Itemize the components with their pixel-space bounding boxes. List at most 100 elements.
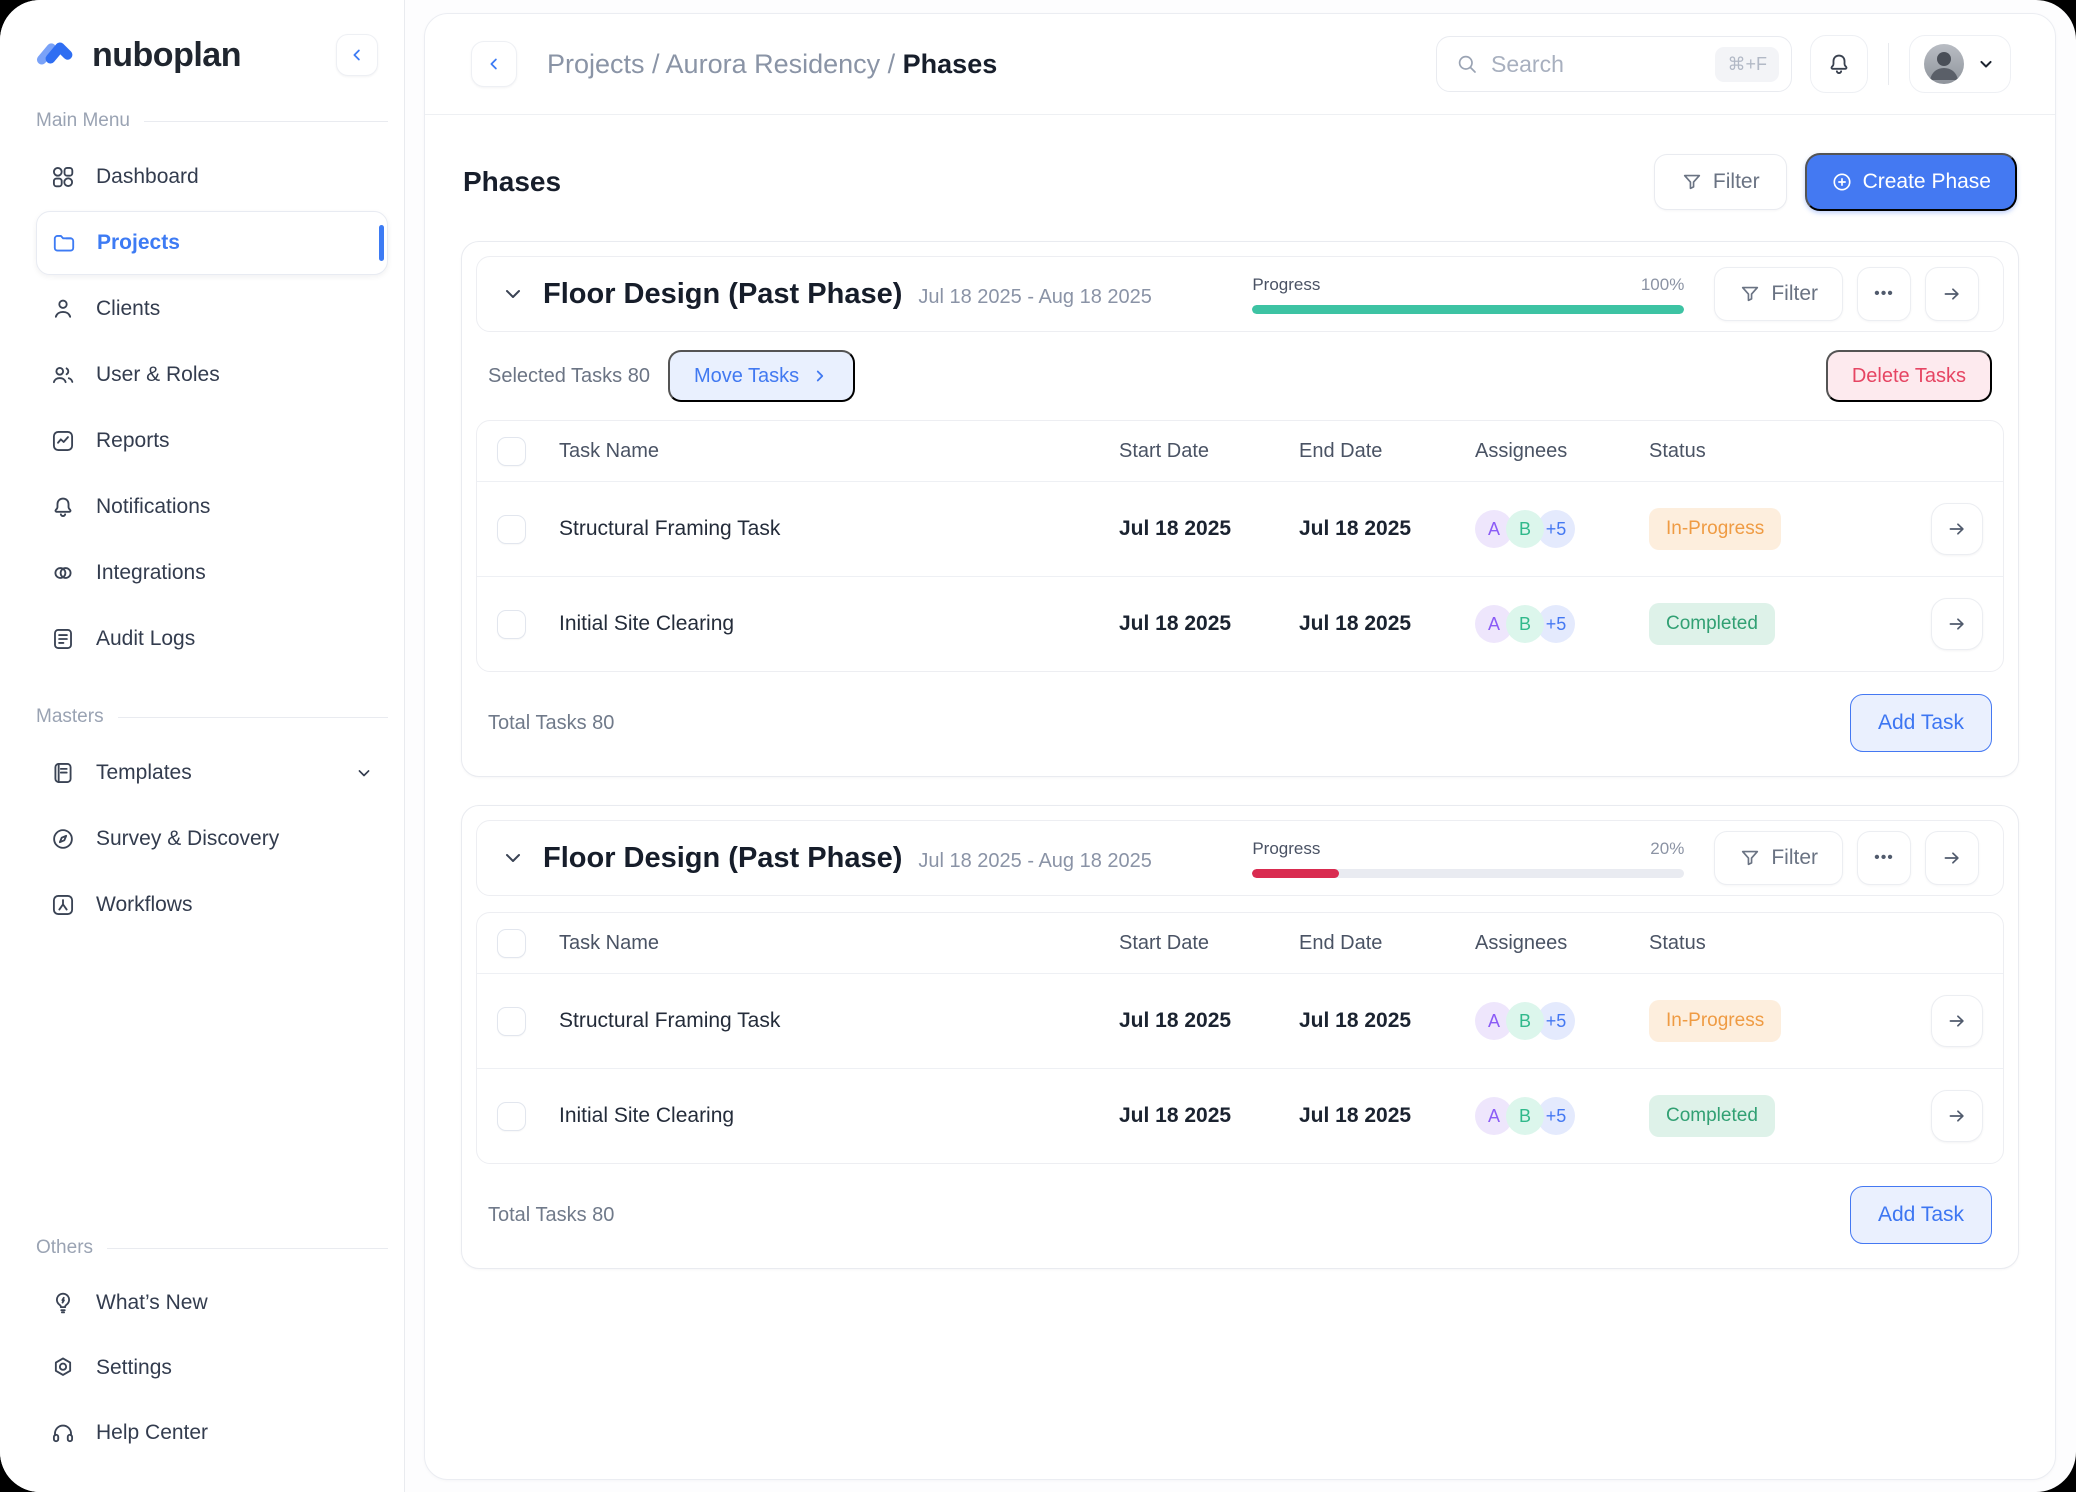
open-task-button[interactable] [1931,598,1983,650]
logo-mark-icon [36,36,82,75]
card-footer: Total Tasks 80 Add Task [476,1164,2004,1254]
app-window: nuboplan Main Menu Dashboard Projects Cl… [0,0,2076,1492]
open-task-button[interactable] [1931,503,1983,555]
sidebar-item-workflows[interactable]: Workflows [36,873,388,937]
funnel-icon [1681,171,1703,193]
total-tasks-label: Total Tasks 80 [488,712,614,735]
progress-track [1252,869,1684,878]
breadcrumb-back-button[interactable] [471,41,517,87]
arrow-right-icon [1946,613,1968,635]
dashboard-icon [50,164,76,190]
row-checkbox[interactable] [497,1007,526,1036]
arrow-right-icon [1946,518,1968,540]
sidebar-collapse-button[interactable] [336,34,378,76]
main-area: Projects / Aurora Residency / Phases ⌘+F [405,0,2076,1492]
move-tasks-button[interactable]: Move Tasks [668,350,855,402]
table-row: Structural Framing Task Jul 18 2025 Jul … [477,973,2003,1068]
create-phase-button[interactable]: Create Phase [1805,153,2017,211]
sidebar-item-notifications[interactable]: Notifications [36,475,388,539]
funnel-icon [1739,847,1761,869]
open-task-button[interactable] [1931,1090,1983,1142]
phase-dates: Jul 18 2025 - Aug 18 2025 [918,844,1152,873]
chevron-down-icon [354,763,374,783]
headset-icon [50,1420,76,1446]
status-badge: In-Progress [1649,508,1781,550]
bell-icon [1826,51,1852,77]
sidebar-item-integrations[interactable]: Integrations [36,541,388,605]
phase-progress: Progress 20% [1252,839,1684,878]
topbar: Projects / Aurora Residency / Phases ⌘+F [425,14,2055,115]
select-all-checkbox[interactable] [497,437,526,466]
search-input[interactable] [1491,51,1703,78]
topbar-divider [1888,43,1889,85]
collapse-phase-icon[interactable] [501,846,525,870]
phase-filter-button[interactable]: Filter [1714,831,1843,885]
plus-circle-icon [1831,171,1853,193]
page-title: Phases [463,166,561,198]
row-checkbox[interactable] [497,1102,526,1131]
sidebar-item-whats-new[interactable]: What’s New [36,1271,388,1335]
chevron-right-icon [811,367,829,385]
sidebar-item-reports[interactable]: Reports [36,409,388,473]
user-icon [50,296,76,322]
status-badge: In-Progress [1649,1000,1781,1042]
assignee-chips: A B +5 [1475,605,1649,643]
sidebar-item-help-center[interactable]: Help Center [36,1401,388,1465]
phase-card: Floor Design (Past Phase) Jul 18 2025 - … [461,241,2019,777]
add-task-button[interactable]: Add Task [1850,694,1992,752]
chevron-left-icon [485,55,503,73]
phase-open-button[interactable] [1925,831,1979,885]
chevron-down-icon [1976,54,1996,74]
phase-open-button[interactable] [1925,267,1979,321]
breadcrumb-current: Phases [903,49,998,79]
sidebar-item-survey-discovery[interactable]: Survey & Discovery [36,807,388,871]
assignee-chips: A B +5 [1475,1097,1649,1135]
phase-header: Floor Design (Past Phase) Jul 18 2025 - … [476,256,2004,332]
sidebar-item-templates[interactable]: Templates [36,741,388,805]
page-filter-button[interactable]: Filter [1654,154,1787,210]
ellipsis-icon: ••• [1874,285,1894,303]
assignee-avatar: B [1506,605,1544,643]
progress-fill [1252,869,1338,878]
content: Phases Filter Create Phase [425,115,2055,1479]
assignee-chips: A B +5 [1475,510,1649,548]
sidebar-item-dashboard[interactable]: Dashboard [36,145,388,209]
breadcrumb: Projects / Aurora Residency / Phases [547,49,997,80]
phase-more-button[interactable]: ••• [1857,831,1911,885]
bell-icon [50,494,76,520]
assignee-chips: A B +5 [1475,1002,1649,1040]
journal-icon [50,760,76,786]
selection-bar: Selected Tasks 80 Move Tasks Delete Task… [476,332,2004,418]
user-menu[interactable] [1909,35,2011,93]
logo-text: nuboplan [92,36,241,75]
table-row: Structural Framing Task Jul 18 2025 Jul … [477,481,2003,576]
phase-title: Floor Design (Past Phase) [543,842,902,875]
sidebar-item-projects[interactable]: Projects [36,211,388,275]
notifications-button[interactable] [1810,35,1868,93]
open-task-button[interactable] [1931,995,1983,1047]
row-checkbox[interactable] [497,515,526,544]
sidebar-item-user-roles[interactable]: User & Roles [36,343,388,407]
collapse-phase-icon[interactable] [501,282,525,306]
active-indicator [379,225,384,261]
ellipsis-icon: ••• [1874,849,1894,867]
section-main-menu: Main Menu [36,110,388,132]
add-task-button[interactable]: Add Task [1850,1186,1992,1244]
sidebar-item-settings[interactable]: Settings [36,1336,388,1400]
row-checkbox[interactable] [497,610,526,639]
progress-track [1252,305,1684,314]
phase-filter-button[interactable]: Filter [1714,267,1843,321]
compass-icon [50,826,76,852]
sidebar-item-clients[interactable]: Clients [36,277,388,341]
select-all-checkbox[interactable] [497,929,526,958]
delete-tasks-button[interactable]: Delete Tasks [1826,350,1992,402]
search-icon [1455,52,1479,76]
progress-percent: 100% [1641,275,1684,295]
progress-label: Progress [1252,275,1320,295]
sidebar: nuboplan Main Menu Dashboard Projects Cl… [0,0,405,1492]
phase-more-button[interactable]: ••• [1857,267,1911,321]
breadcrumb-path[interactable]: Projects / Aurora Residency / [547,49,903,79]
total-tasks-label: Total Tasks 80 [488,1204,614,1227]
sidebar-item-audit-logs[interactable]: Audit Logs [36,607,388,671]
settings-icon [50,1355,76,1381]
